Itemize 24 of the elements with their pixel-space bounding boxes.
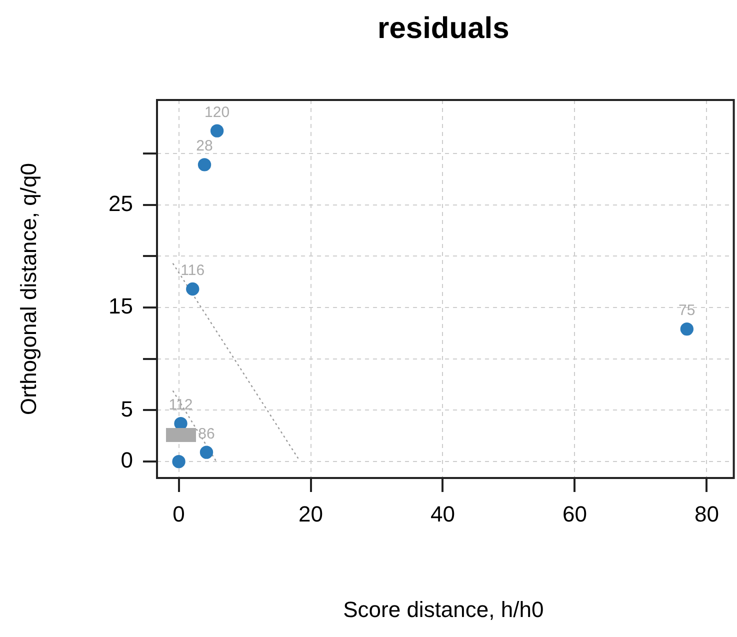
x-tick-label: 20 <box>298 501 323 526</box>
chart-title: residuals <box>378 12 510 45</box>
point <box>680 322 694 336</box>
annotation: 75 <box>678 302 696 320</box>
x-tick-label: 0 <box>172 501 185 526</box>
x-tick-label: 60 <box>562 501 587 526</box>
point <box>198 158 212 172</box>
annotation: 112 <box>168 396 193 414</box>
annotation: 116 <box>180 262 205 279</box>
x-axis-title: Score distance, h/h0 <box>343 597 544 622</box>
point <box>200 446 214 459</box>
point <box>172 454 186 468</box>
annotation: 120 <box>204 104 230 121</box>
x-tick-label: 40 <box>430 501 455 526</box>
point <box>210 124 224 138</box>
y-tick-label: 0 <box>120 448 133 473</box>
annotation: 86 <box>198 425 215 442</box>
y-tick-label: 25 <box>108 190 133 216</box>
x-tick-label: 80 <box>694 501 719 526</box>
y-tick-label: 15 <box>108 294 133 319</box>
y-tick-label: 5 <box>120 396 133 422</box>
point <box>186 282 200 296</box>
annotation: 28 <box>196 138 213 155</box>
y-axis-title: Orthogonal distance, q/q0 <box>16 163 41 415</box>
